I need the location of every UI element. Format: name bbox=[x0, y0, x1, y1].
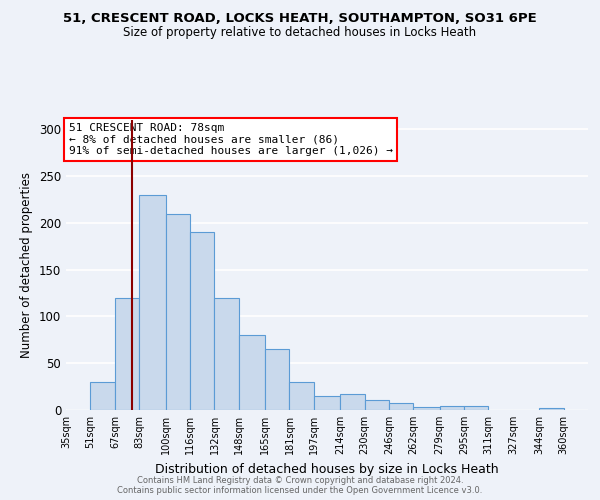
Bar bbox=[265, 349, 289, 410]
Bar bbox=[289, 382, 314, 410]
Bar bbox=[440, 406, 464, 410]
Bar bbox=[365, 400, 389, 410]
Bar bbox=[340, 394, 365, 410]
Bar bbox=[239, 335, 265, 410]
Bar bbox=[91, 382, 115, 410]
Bar bbox=[389, 404, 413, 410]
Text: Contains HM Land Registry data © Crown copyright and database right 2024.: Contains HM Land Registry data © Crown c… bbox=[137, 476, 463, 485]
Bar bbox=[539, 408, 563, 410]
Bar bbox=[190, 232, 214, 410]
Bar bbox=[139, 195, 166, 410]
Text: 51 CRESCENT ROAD: 78sqm
← 8% of detached houses are smaller (86)
91% of semi-det: 51 CRESCENT ROAD: 78sqm ← 8% of detached… bbox=[68, 123, 392, 156]
Bar bbox=[464, 406, 488, 410]
Y-axis label: Number of detached properties: Number of detached properties bbox=[20, 172, 34, 358]
Text: Contains public sector information licensed under the Open Government Licence v3: Contains public sector information licen… bbox=[118, 486, 482, 495]
Bar bbox=[314, 396, 340, 410]
X-axis label: Distribution of detached houses by size in Locks Heath: Distribution of detached houses by size … bbox=[155, 462, 499, 475]
Bar bbox=[413, 407, 440, 410]
Text: 51, CRESCENT ROAD, LOCKS HEATH, SOUTHAMPTON, SO31 6PE: 51, CRESCENT ROAD, LOCKS HEATH, SOUTHAMP… bbox=[63, 12, 537, 26]
Bar bbox=[214, 298, 239, 410]
Bar bbox=[166, 214, 190, 410]
Bar bbox=[115, 298, 139, 410]
Text: Size of property relative to detached houses in Locks Heath: Size of property relative to detached ho… bbox=[124, 26, 476, 39]
